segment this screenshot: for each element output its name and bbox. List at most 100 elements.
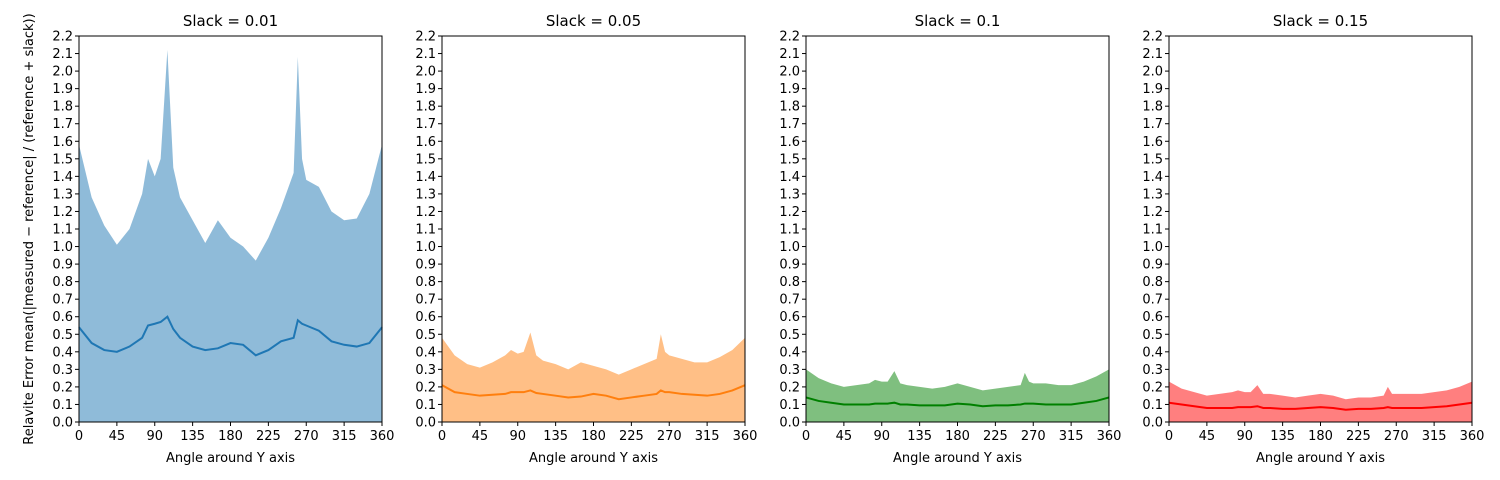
y-tick-label: 0.3 xyxy=(415,363,436,378)
y-tick-label: 1.7 xyxy=(779,117,800,132)
y-tick-label: 1.2 xyxy=(415,205,436,220)
x-tick-label: 45 xyxy=(836,429,853,444)
y-tick-label: 1.6 xyxy=(779,135,800,150)
y-tick-label: 0.9 xyxy=(52,258,73,273)
y-tick-label: 1.1 xyxy=(1142,223,1163,238)
y-tick-label: 1.0 xyxy=(52,240,73,255)
x-tick-label: 225 xyxy=(256,429,281,444)
y-tick-label: 1.1 xyxy=(415,223,436,238)
y-tick-label: 1.8 xyxy=(1142,100,1163,115)
y-tick-label: 0.8 xyxy=(415,275,436,290)
y-tick-label: 0.4 xyxy=(1142,345,1163,360)
y-tick-label: 1.4 xyxy=(779,170,800,185)
y-tick-label: 1.5 xyxy=(52,152,73,167)
mean-line xyxy=(78,315,383,357)
y-tick-label: 0.9 xyxy=(779,258,800,273)
x-tick-label: 0 xyxy=(1165,429,1173,444)
x-tick-label: 45 xyxy=(1199,429,1216,444)
x-tick-label: 270 xyxy=(294,429,319,444)
y-tick-label: 1.6 xyxy=(1142,135,1163,150)
y-tick-label: 1.4 xyxy=(52,170,73,185)
x-tick-label: 270 xyxy=(657,429,682,444)
x-tick-label: 90 xyxy=(509,429,526,444)
y-tick-label: 0.8 xyxy=(52,275,73,290)
x-tick-label: 135 xyxy=(543,429,568,444)
y-tick-label: 0.5 xyxy=(1142,328,1163,343)
y-tick-label: 0.2 xyxy=(52,380,73,395)
y-tick-label: 0.2 xyxy=(779,380,800,395)
x-tick-label: 270 xyxy=(1021,429,1046,444)
y-tick-label: 0.6 xyxy=(415,310,436,325)
y-tick-label: 2.1 xyxy=(1142,47,1163,62)
mean-line xyxy=(441,384,746,401)
x-axis-label: Angle around Y axis xyxy=(1256,451,1385,466)
x-tick-label: 0 xyxy=(75,429,83,444)
y-tick-label: 1.5 xyxy=(1142,152,1163,167)
y-tick-label: 2.0 xyxy=(52,65,73,80)
y-tick-label: 0.1 xyxy=(779,398,800,413)
x-tick-label: 225 xyxy=(619,429,644,444)
y-tick-label: 1.2 xyxy=(779,205,800,220)
y-tick-label: 2.0 xyxy=(1142,65,1163,80)
y-tick-label: 0.4 xyxy=(52,345,73,360)
y-tick-label: 1.0 xyxy=(415,240,436,255)
x-tick-label: 45 xyxy=(109,429,126,444)
x-tick-label: 315 xyxy=(1059,429,1084,444)
x-tick-label: 360 xyxy=(733,429,758,444)
y-tick-label: 0.3 xyxy=(779,363,800,378)
y-tick-label: 0.1 xyxy=(415,398,436,413)
axes-frame xyxy=(1168,35,1473,423)
y-tick-label: 2.0 xyxy=(779,65,800,80)
y-tick-label: 1.3 xyxy=(415,187,436,202)
y-tick-label: 1.8 xyxy=(779,100,800,115)
y-tick-label: 2.2 xyxy=(52,30,73,45)
y-tick-label: 1.9 xyxy=(52,82,73,97)
subplot-title: Slack = 0.15 xyxy=(1273,12,1368,30)
y-tick-label: 0.5 xyxy=(415,328,436,343)
y-axis-label: Relavite Error mean(|measured − referenc… xyxy=(22,13,37,444)
y-tick-label: 1.7 xyxy=(415,117,436,132)
y-tick-label: 0.0 xyxy=(415,416,436,431)
x-tick-label: 360 xyxy=(1097,429,1122,444)
y-tick-label: 0.0 xyxy=(52,416,73,431)
y-tick-label: 0.4 xyxy=(779,345,800,360)
subplot-title: Slack = 0.1 xyxy=(915,12,1001,30)
y-tick-label: 1.3 xyxy=(52,187,73,202)
x-axis-label: Angle around Y axis xyxy=(166,451,295,466)
y-tick-label: 0.6 xyxy=(1142,310,1163,325)
x-axis-label: Angle around Y axis xyxy=(893,451,1022,466)
y-tick-label: 0.2 xyxy=(1142,380,1163,395)
y-tick-label: 0.7 xyxy=(1142,293,1163,308)
y-tick-label: 2.2 xyxy=(779,30,800,45)
subplot-title: Slack = 0.01 xyxy=(183,12,278,30)
x-tick-label: 315 xyxy=(332,429,357,444)
y-tick-label: 0.5 xyxy=(779,328,800,343)
y-tick-label: 2.1 xyxy=(779,47,800,62)
subplot-title: Slack = 0.05 xyxy=(546,12,641,30)
y-tick-label: 0.1 xyxy=(1142,398,1163,413)
x-tick-label: 90 xyxy=(1236,429,1253,444)
y-tick-label: 1.7 xyxy=(52,117,73,132)
band-area xyxy=(1169,381,1472,422)
x-tick-label: 90 xyxy=(873,429,890,444)
y-tick-label: 0.0 xyxy=(779,416,800,431)
y-tick-label: 0.7 xyxy=(779,293,800,308)
y-tick-label: 0.5 xyxy=(52,328,73,343)
y-tick-label: 0.6 xyxy=(52,310,73,325)
x-tick-label: 90 xyxy=(146,429,163,444)
x-tick-label: 180 xyxy=(1308,429,1333,444)
x-tick-label: 360 xyxy=(370,429,395,444)
y-tick-label: 0.3 xyxy=(1142,363,1163,378)
x-axis-label: Angle around Y axis xyxy=(529,451,658,466)
x-tick-label: 135 xyxy=(1270,429,1295,444)
band-area xyxy=(806,369,1109,422)
y-tick-label: 2.1 xyxy=(415,47,436,62)
y-tick-label: 2.0 xyxy=(415,65,436,80)
x-tick-label: 0 xyxy=(802,429,810,444)
x-tick-label: 225 xyxy=(1346,429,1371,444)
band-area xyxy=(79,50,382,422)
y-tick-label: 1.4 xyxy=(415,170,436,185)
x-tick-label: 180 xyxy=(581,429,606,444)
x-tick-label: 360 xyxy=(1460,429,1485,444)
y-tick-label: 0.4 xyxy=(415,345,436,360)
